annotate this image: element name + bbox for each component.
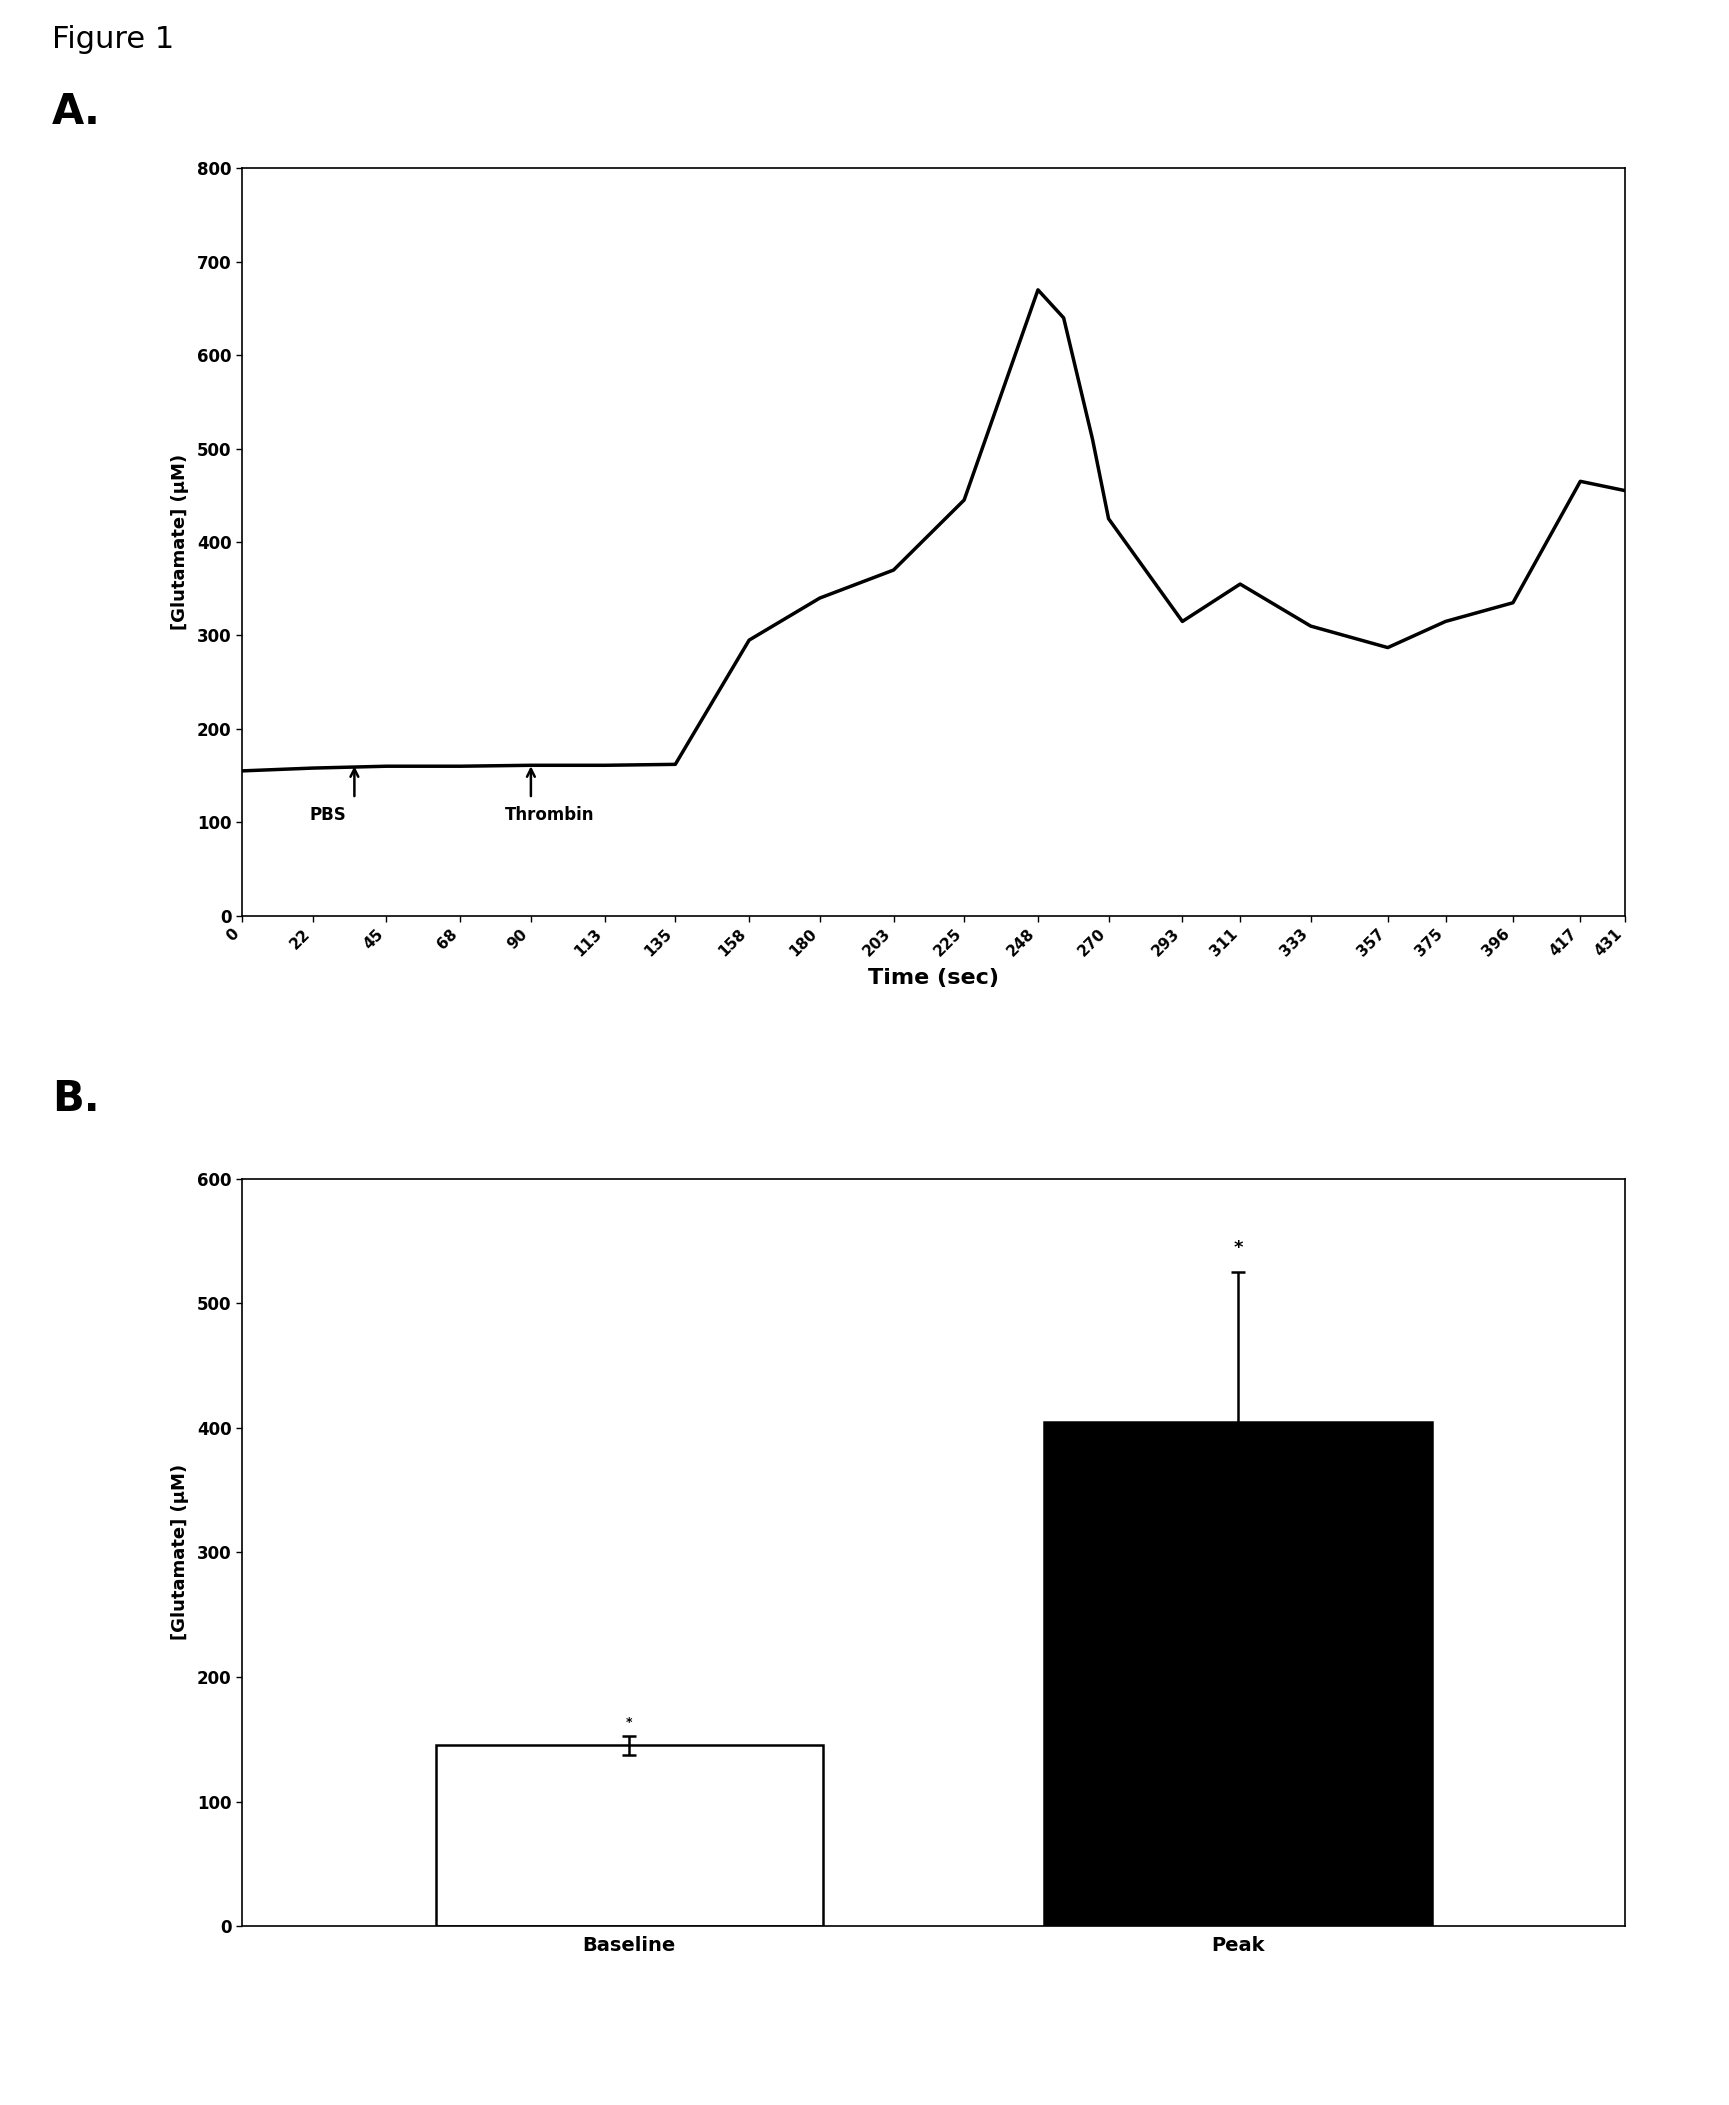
X-axis label: Time (sec): Time (sec) — [868, 968, 999, 987]
Bar — [436, 1745, 823, 1926]
Text: Figure 1: Figure 1 — [52, 25, 175, 55]
Text: *: * — [1233, 1240, 1243, 1257]
Y-axis label: [Glutamate] (μM): [Glutamate] (μM) — [171, 1465, 188, 1640]
Y-axis label: [Glutamate] (μM): [Glutamate] (μM) — [171, 455, 188, 629]
Text: B.: B. — [52, 1078, 100, 1120]
Text: A.: A. — [52, 91, 100, 133]
Bar — [1044, 1421, 1432, 1926]
Text: Thrombin: Thrombin — [505, 806, 595, 825]
Text: PBS: PBS — [309, 806, 346, 825]
Text: *: * — [626, 1716, 633, 1730]
